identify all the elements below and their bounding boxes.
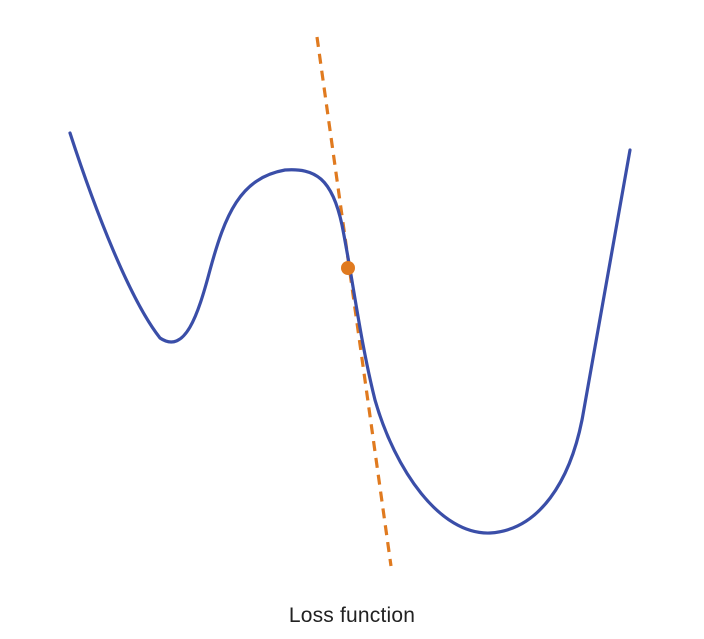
loss-curve [68,131,632,535]
tangent-line [315,36,393,567]
tangent-point [341,261,355,275]
diagram-caption: Loss function [288,604,416,627]
